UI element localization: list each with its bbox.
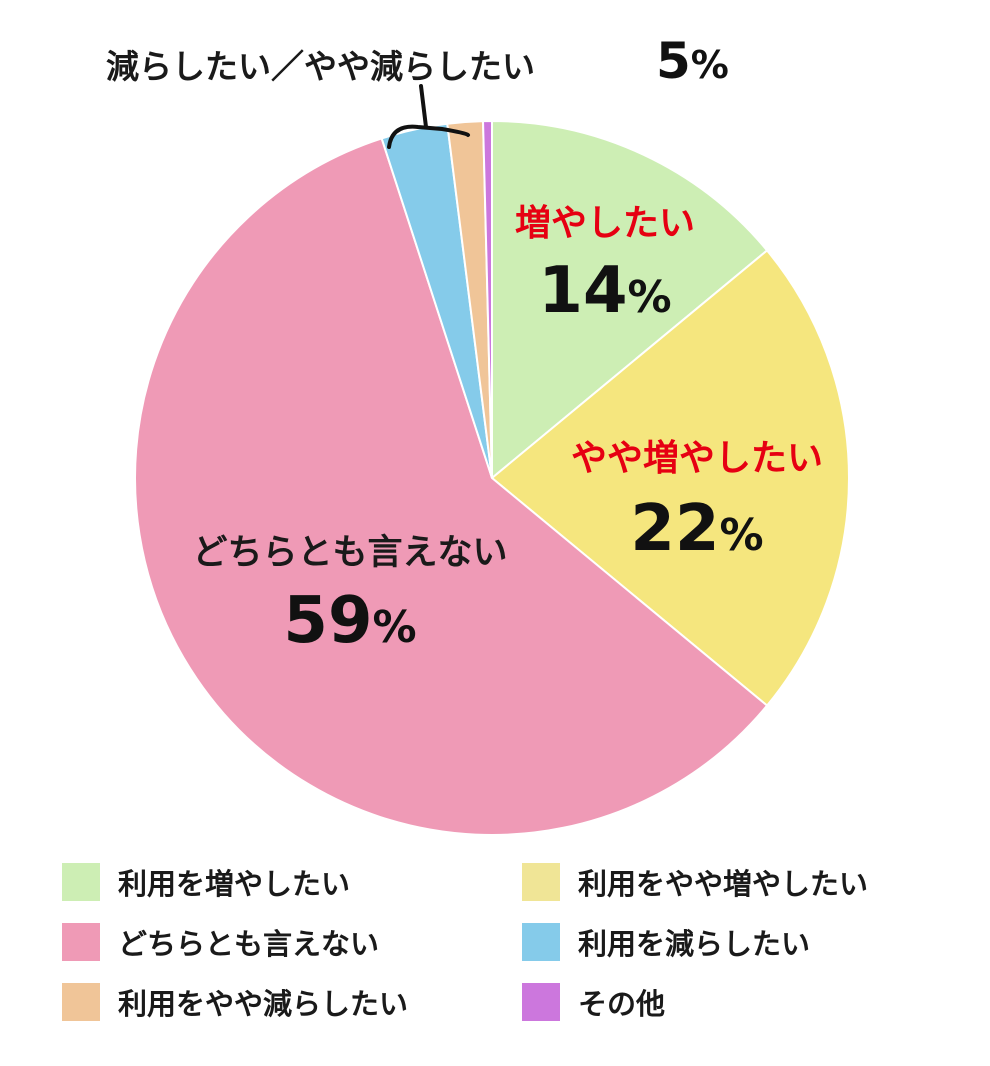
pie-slice-slightly-increase	[490, 249, 850, 707]
pie-slices	[134, 119, 850, 836]
slightly-increase-label: やや増やしたい	[571, 438, 823, 479]
decrease-label: 減らしたい／やや減らしたい	[106, 47, 535, 86]
decrease-label-text: 減らしたい／やや減らしたい	[106, 47, 535, 86]
neutral-value-unit: %	[372, 602, 416, 653]
legend-label: 利用をやや減らしたい	[118, 987, 409, 1021]
increase-value-number: 14	[538, 254, 627, 328]
legend-item-neutral: どちらとも言えない	[62, 922, 379, 962]
slightly-increase-value-unit: %	[719, 510, 763, 561]
slightly-increase-value-number: 22	[630, 492, 719, 566]
increase-value: 14%	[538, 254, 671, 328]
pie-slice-increase	[491, 119, 769, 481]
neutral-label: どちらとも言えない	[192, 533, 507, 573]
decrease-value-number: 5	[656, 32, 691, 90]
increase-label: 増やしたい	[515, 203, 695, 244]
decrease-value: 5%	[656, 32, 729, 90]
legend-swatch	[522, 983, 560, 1021]
pie-slice-neutral	[134, 137, 769, 836]
legend-swatch	[62, 983, 100, 1021]
neutral-value: 59%	[283, 584, 416, 658]
decrease-bracket	[387, 124, 470, 149]
legend-swatch	[62, 863, 100, 901]
pie-slice-other	[482, 119, 493, 479]
neutral-value-number: 59	[283, 584, 372, 658]
pie-chart: 減らしたい／やや減らしたい 5% 増やしたい 14% やや増やしたい 22% ど…	[106, 32, 850, 836]
increase-value-unit: %	[627, 272, 671, 323]
legend-item-other: その他	[522, 982, 665, 1022]
legend-swatch	[62, 923, 100, 961]
legend-label: 利用を減らしたい	[578, 927, 811, 961]
slightly-increase-value: 22%	[630, 492, 763, 566]
legend-label: その他	[578, 987, 666, 1021]
legend: 利用を増やしたい 利用をやや増やしたい どちらとも言えない 利用を減らしたい 利…	[0, 852, 990, 1052]
legend-label: どちらとも言えない	[118, 927, 380, 961]
legend-label: 利用をやや増やしたい	[578, 867, 869, 901]
legend-item-increase: 利用を増やしたい	[62, 862, 350, 902]
legend-item-slightly-increase: 利用をやや増やしたい	[522, 862, 868, 902]
decrease-bracket-stem	[419, 84, 428, 129]
legend-item-slightly-decrease: 利用をやや減らしたい	[62, 982, 408, 1022]
legend-swatch	[522, 863, 560, 901]
legend-label: 利用を増やしたい	[118, 867, 351, 901]
legend-item-decrease: 利用を減らしたい	[522, 922, 810, 962]
legend-swatch	[522, 923, 560, 961]
decrease-value-unit: %	[691, 43, 729, 87]
